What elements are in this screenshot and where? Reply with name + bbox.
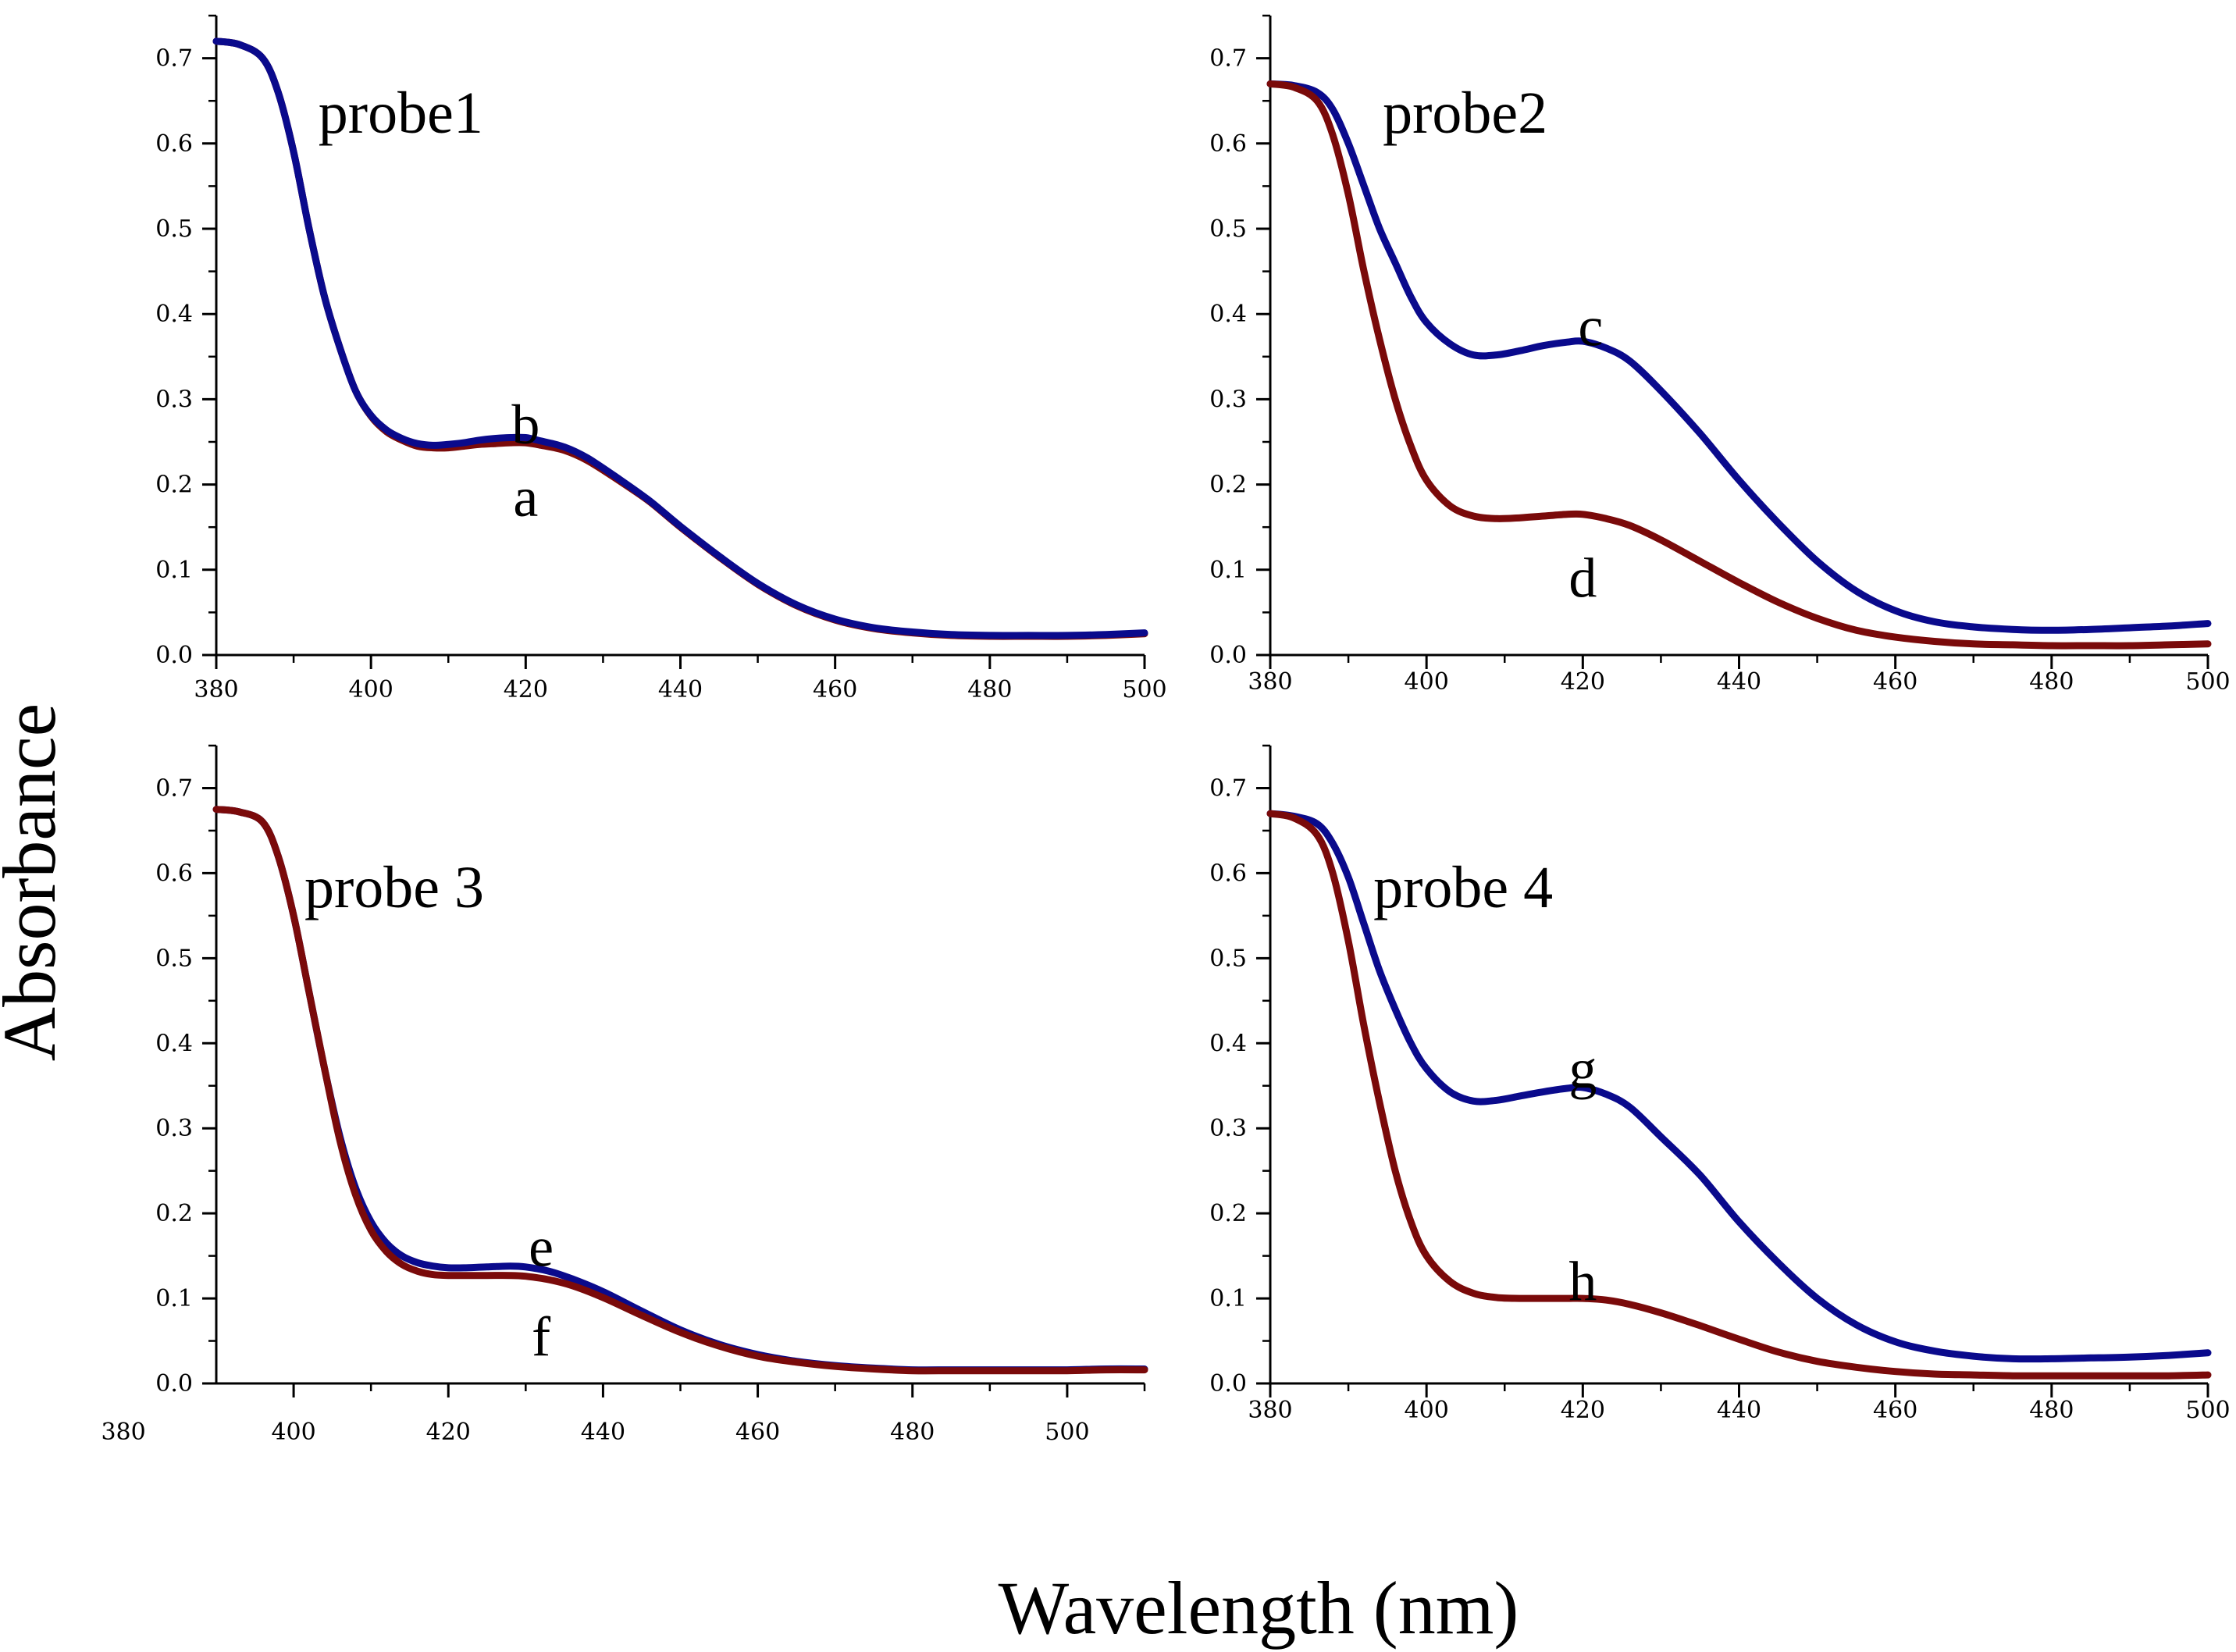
- x-tick-label: 460: [735, 1419, 780, 1446]
- y-tick-label: 0.6: [1209, 860, 1247, 887]
- x-tick-label: 400: [349, 676, 393, 703]
- x-tick-label: 400: [1405, 1397, 1449, 1424]
- y-tick-label: 0.5: [155, 945, 193, 972]
- y-tick-label: 0.0: [1209, 642, 1247, 669]
- panel-1: 0.0 0.1 0.2 0.3 0.4 0.5 0.6 0.7 380 400 420 440 460 4…: [155, 14, 1167, 703]
- series-line-f: [212, 806, 1148, 1375]
- panels-group: 0.0 0.1 0.2 0.3 0.4 0.5 0.6 0.7 380 400 420 440 460 4…: [101, 14, 2231, 1446]
- x-tick-label: 500: [1045, 1419, 1089, 1446]
- panel-title: probe 3: [304, 855, 484, 920]
- y-tick-label: 0.1: [155, 1285, 193, 1312]
- curve-label-c: c: [1578, 296, 1603, 358]
- y-tick-label: 0.7: [1209, 774, 1247, 802]
- x-tick-label: 440: [1717, 668, 1761, 696]
- x-tick-label: 500: [2185, 668, 2230, 696]
- panel-4: 0.0 0.1 0.2 0.3 0.4 0.5 0.6 0.7 380 400 420 440 460 4…: [1209, 744, 2231, 1424]
- y-tick-label: 0.1: [1209, 1285, 1247, 1312]
- curve-label-f: f: [532, 1305, 550, 1368]
- x-tick-label: 460: [813, 676, 857, 703]
- y-tick-label: 0.2: [1209, 472, 1247, 499]
- y-tick-label: 0.3: [155, 1115, 193, 1142]
- y-tick-label: 0.6: [1209, 130, 1247, 158]
- x-tick-label: 400: [271, 1419, 315, 1446]
- y-tick-label: 0.0: [1209, 1370, 1247, 1397]
- y-tick-label: 0.4: [1209, 1030, 1247, 1057]
- x-tick-label: 480: [2029, 668, 2074, 696]
- x-tick-label: 500: [2185, 1397, 2230, 1424]
- y-tick-label: 0.4: [1209, 301, 1247, 328]
- x-tick-label: 380: [1248, 1397, 1292, 1424]
- curve-label-h: h: [1568, 1250, 1597, 1312]
- panel-2: 0.0 0.1 0.2 0.3 0.4 0.5 0.6 0.7 380 400 420 440 460 4…: [1209, 14, 2231, 696]
- x-tick-label: 440: [1717, 1397, 1761, 1424]
- y-tick-label: 0.5: [1209, 215, 1247, 243]
- panel-title: probe2: [1383, 80, 1547, 146]
- x-tick-label: 400: [1405, 668, 1449, 696]
- y-tick-label: 0.5: [1209, 945, 1247, 972]
- y-tick-label: 0.6: [155, 130, 193, 158]
- x-tick-label: 480: [890, 1419, 935, 1446]
- y-tick-label: 0.4: [155, 301, 193, 328]
- y-tick-label: 0.3: [1209, 386, 1247, 413]
- x-tick-label: 460: [1873, 668, 1917, 696]
- y-tick-label: 0.1: [155, 557, 193, 584]
- series-line-c: [1266, 80, 2212, 634]
- series-line-h: [1266, 810, 2212, 1380]
- y-tick-label: 0.3: [1209, 1115, 1247, 1142]
- y-tick-label: 0.2: [1209, 1200, 1247, 1227]
- y-tick-label: 0.1: [1209, 557, 1247, 584]
- y-tick-label: 0.0: [155, 642, 193, 669]
- curve-label-b: b: [511, 393, 539, 456]
- x-tick-label: 460: [1873, 1397, 1917, 1424]
- x-tick-label: 500: [1122, 676, 1166, 703]
- y-tick-label: 0.3: [155, 386, 193, 413]
- x-tick-label: 380: [194, 676, 238, 703]
- x-tick-label: 420: [1561, 1397, 1605, 1424]
- panel-3: 0.0 0.1 0.2 0.3 0.4 0.5 0.6 0.7 380 400 420 440 460 4…: [101, 744, 1148, 1446]
- series-line-b: [212, 37, 1148, 639]
- y-axis-title: Absorbance: [0, 703, 71, 1061]
- y-tick-label: 0.7: [1209, 45, 1247, 73]
- x-tick-label: 440: [581, 1419, 625, 1446]
- series-line-g: [1266, 810, 2212, 1363]
- panel-title: probe 4: [1373, 855, 1553, 920]
- y-tick-label: 0.0: [155, 1370, 193, 1397]
- x-tick-label: 420: [1561, 668, 1605, 696]
- y-tick-label: 0.7: [155, 45, 193, 73]
- y-tick-label: 0.6: [155, 860, 193, 887]
- y-tick-label: 0.2: [155, 1200, 193, 1227]
- x-tick-label: 380: [101, 1419, 145, 1446]
- x-tick-label: 380: [1248, 668, 1292, 696]
- curve-label-a: a: [513, 466, 538, 529]
- x-tick-label: 480: [2029, 1397, 2074, 1424]
- x-tick-label: 480: [967, 676, 1012, 703]
- curve-label-d: d: [1568, 547, 1597, 610]
- curve-label-e: e: [529, 1216, 554, 1279]
- x-tick-label: 420: [504, 676, 548, 703]
- x-axis-title: Wavelength (nm): [999, 1566, 1519, 1650]
- x-tick-label: 420: [426, 1419, 471, 1446]
- x-tick-label: 440: [658, 676, 703, 703]
- y-tick-label: 0.7: [155, 774, 193, 802]
- curve-label-g: g: [1568, 1038, 1597, 1100]
- y-tick-label: 0.4: [155, 1030, 193, 1057]
- y-tick-label: 0.5: [155, 215, 193, 243]
- series-line-d: [1266, 80, 2212, 650]
- y-tick-label: 0.2: [155, 472, 193, 499]
- panel-title: probe1: [319, 80, 483, 146]
